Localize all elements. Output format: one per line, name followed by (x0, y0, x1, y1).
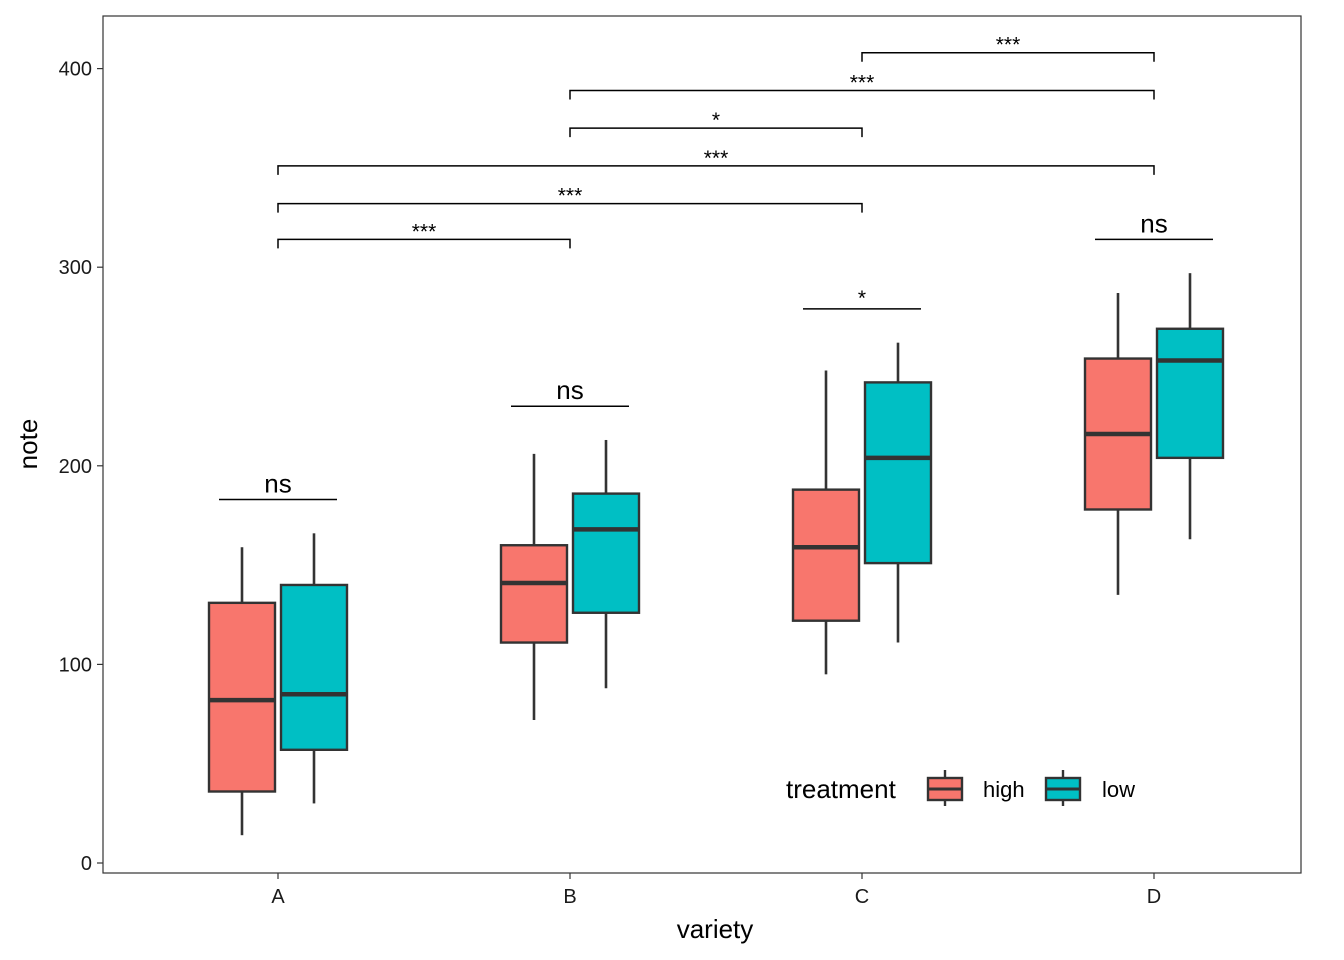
legend-label-low: low (1102, 777, 1135, 802)
within-group-label: ns (556, 375, 583, 405)
between-group-bracket (569, 89, 1155, 100)
box-body (863, 381, 933, 565)
y-tick-label: 0 (81, 853, 92, 875)
box-low-B (571, 439, 641, 689)
box-high-C (791, 370, 861, 675)
between-group-label: *** (850, 71, 875, 94)
x-tick-label: B (563, 886, 576, 908)
between-group-bracket (277, 238, 571, 249)
x-tick-label: C (855, 886, 869, 908)
box-body (207, 601, 277, 793)
box-low-D (1155, 273, 1225, 540)
x-tick-label: A (271, 886, 285, 908)
between-group-bracket (277, 202, 863, 213)
box-body (791, 488, 861, 622)
plot-panel-border (102, 15, 1302, 874)
between-group-bracket (569, 127, 863, 138)
box-low-A (279, 533, 349, 804)
y-tick-label: 400 (59, 59, 92, 81)
box-high-D (1083, 293, 1153, 595)
between-group-label: *** (996, 34, 1021, 57)
within-group-label: ns (1140, 208, 1167, 238)
legend-key-high (926, 770, 964, 806)
y-tick-label: 300 (59, 257, 92, 279)
between-group-label: * (712, 109, 720, 132)
between-group-bracket (861, 51, 1155, 62)
legend-label-high: high (983, 777, 1025, 802)
box-low-C (863, 342, 933, 643)
between-group-label: *** (412, 220, 437, 243)
y-axis: 0 100 200 300 400 (59, 59, 103, 875)
box-high-A (207, 547, 277, 836)
box-body (499, 544, 569, 644)
y-tick-label: 100 (59, 654, 92, 676)
between-group-label: *** (558, 185, 583, 208)
x-axis-title: variety (677, 914, 754, 944)
box-layer (207, 273, 1225, 836)
legend-title: treatment (786, 774, 897, 804)
x-axis: A B C D (271, 873, 1161, 908)
legend: treatment high low (786, 770, 1135, 806)
within-group-label: * (858, 287, 866, 310)
legend-key-low (1044, 770, 1082, 806)
within-group-label: ns (264, 469, 291, 499)
box-high-B (499, 453, 569, 721)
box-body (279, 583, 349, 751)
between-group-bracket (277, 165, 1155, 175)
x-tick-label: D (1147, 886, 1161, 908)
box-body (571, 492, 641, 614)
y-tick-label: 200 (59, 456, 92, 478)
box-body (1155, 327, 1225, 460)
y-axis-title: note (13, 419, 43, 470)
between-group-label: *** (704, 147, 729, 170)
